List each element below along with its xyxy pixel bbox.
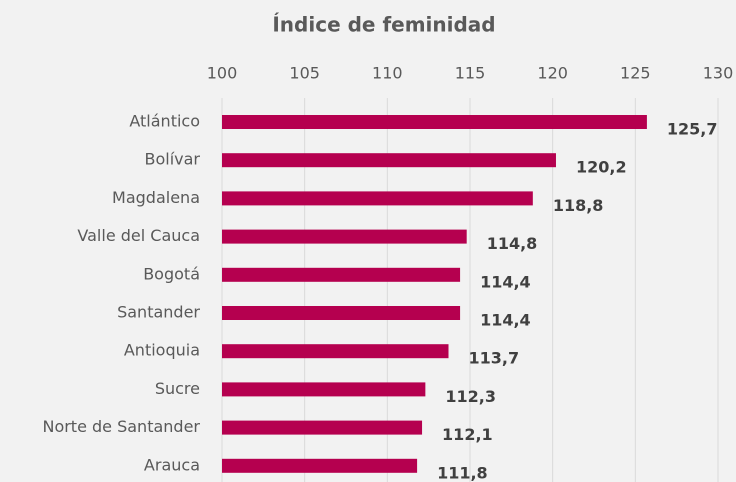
data-label: 118,8 xyxy=(553,196,604,215)
bar xyxy=(222,115,647,129)
data-label: 111,8 xyxy=(437,463,488,482)
data-label: 112,1 xyxy=(442,425,493,444)
data-label: 125,7 xyxy=(667,120,718,139)
y-tick-label: Bolívar xyxy=(144,150,200,169)
x-tick-label: 110 xyxy=(372,64,403,83)
data-label: 114,4 xyxy=(480,272,531,291)
y-tick-label: Magdalena xyxy=(112,188,200,207)
x-tick-label: 130 xyxy=(703,64,734,83)
data-label: 114,4 xyxy=(480,311,531,330)
bar xyxy=(222,382,426,397)
y-tick-label: Santander xyxy=(117,303,200,322)
bar xyxy=(222,191,533,206)
y-tick-label: Antioquia xyxy=(124,341,200,360)
bar xyxy=(222,344,449,359)
bar xyxy=(222,153,556,168)
x-tick-label: 100 xyxy=(207,64,238,83)
bar xyxy=(222,306,461,320)
x-tick-label: 115 xyxy=(455,64,486,83)
y-tick-label: Norte de Santander xyxy=(42,417,200,436)
x-tick-label: 125 xyxy=(620,64,651,83)
y-tick-label: Valle del Cauca xyxy=(77,226,200,245)
y-tick-label: Atlántico xyxy=(129,112,200,131)
data-label: 120,2 xyxy=(576,158,627,177)
y-tick-label: Bogotá xyxy=(143,264,200,283)
bar xyxy=(222,229,467,244)
x-tick-label: 120 xyxy=(537,64,568,83)
bar xyxy=(222,420,423,435)
chart-title: Índice de feminidad xyxy=(272,13,495,37)
data-label: 114,8 xyxy=(487,234,538,253)
y-tick-label: Arauca xyxy=(144,455,200,474)
y-tick-label: Sucre xyxy=(155,379,200,398)
bar xyxy=(222,267,461,282)
x-tick-label: 105 xyxy=(289,64,320,83)
data-label: 112,3 xyxy=(445,387,496,406)
bar xyxy=(222,458,418,473)
data-label: 113,7 xyxy=(469,349,520,368)
